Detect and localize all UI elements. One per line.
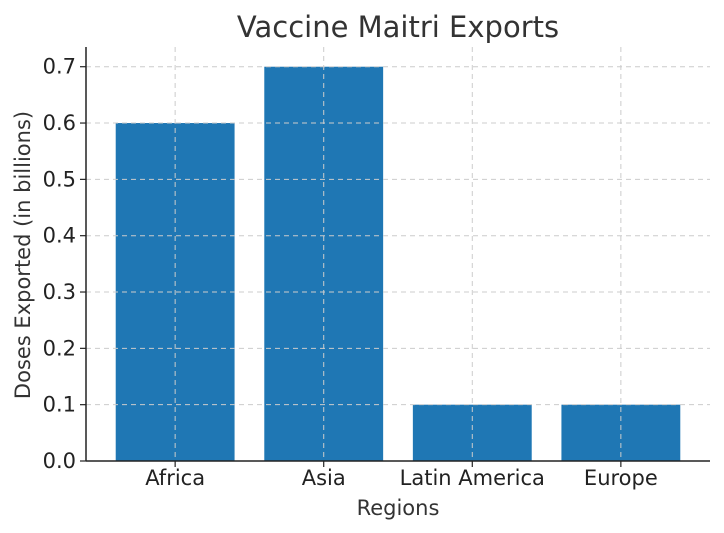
- x-tick-label: Latin America: [400, 466, 545, 490]
- y-tick-label: 0.0: [43, 449, 76, 473]
- y-tick-label: 0.6: [43, 111, 76, 135]
- bars: [115, 66, 681, 461]
- x-tick-labels: Africa Asia Latin America Europe: [145, 466, 658, 490]
- x-tick-label: Asia: [302, 466, 346, 490]
- axes: [80, 47, 710, 467]
- chart-title: Vaccine Maitri Exports: [237, 10, 559, 44]
- y-tick-labels: 0.0 0.1 0.2 0.3 0.4 0.5 0.6 0.7: [43, 55, 76, 473]
- x-tick-label: Europe: [584, 466, 658, 490]
- bar-latin-america: [412, 404, 532, 461]
- x-tick-label: Africa: [145, 466, 205, 490]
- y-tick-label: 0.5: [43, 167, 76, 191]
- x-axis-label: Regions: [357, 496, 440, 520]
- y-tick-label: 0.1: [43, 393, 76, 417]
- bar-europe: [561, 404, 681, 461]
- y-tick-label: 0.4: [43, 224, 76, 248]
- y-axis-label: Doses Exported (in billions): [11, 111, 35, 399]
- y-tick-label: 0.2: [43, 336, 76, 360]
- y-tick-label: 0.7: [43, 55, 76, 79]
- y-tick-label: 0.3: [43, 280, 76, 304]
